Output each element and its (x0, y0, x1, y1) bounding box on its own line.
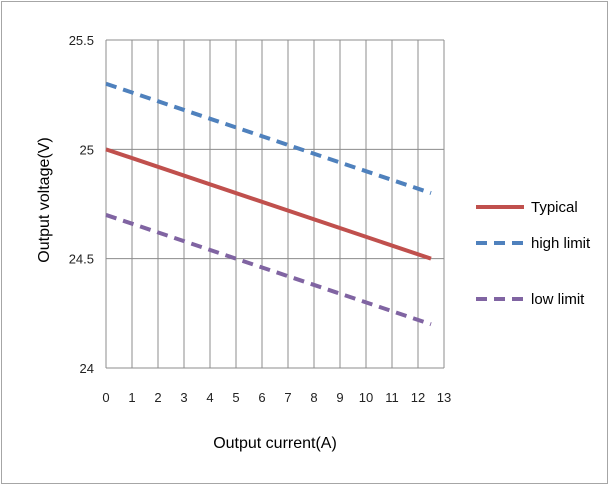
series-line-high-limit (105, 81, 432, 195)
x-tick-label: 12 (411, 390, 425, 405)
x-tick-label: 10 (359, 390, 373, 405)
x-tick-labels: 0 1 2 3 4 5 6 7 8 9 10 11 12 13 (102, 390, 451, 405)
horizontal-gridlines (106, 39, 444, 369)
x-tick-label: 11 (385, 390, 399, 405)
x-tick-label: 6 (258, 390, 265, 405)
legend-label-low-limit: low limit (531, 291, 585, 308)
x-tick-label: 7 (284, 390, 291, 405)
x-tick-label: 13 (437, 390, 451, 405)
x-tick-label: 2 (154, 390, 161, 405)
x-tick-label: 0 (102, 390, 109, 405)
x-tick-label: 8 (310, 390, 317, 405)
x-tick-label: 9 (336, 390, 343, 405)
plot-area (106, 40, 444, 368)
y-tick-label: 25 (80, 142, 94, 157)
x-tick-label: 3 (180, 390, 187, 405)
series-line-low-limit (105, 213, 432, 327)
y-tick-labels: 24 24.5 25 25.5 (69, 33, 94, 376)
x-tick-label: 5 (232, 390, 239, 405)
x-tick-label: 1 (128, 390, 135, 405)
y-tick-label: 24.5 (69, 252, 94, 267)
x-tick-label: 4 (206, 390, 213, 405)
y-axis-title: Output voltage(V) (36, 137, 53, 262)
series-lines (105, 81, 432, 327)
legend: Typical high limit low limit (476, 199, 591, 308)
y-tick-label: 24 (80, 361, 94, 376)
vertical-gridlines (105, 40, 445, 368)
series-line-typical (105, 147, 432, 261)
legend-label-high-limit: high limit (531, 235, 591, 252)
y-tick-label: 25.5 (69, 33, 94, 48)
x-axis-title: Output current(A) (213, 435, 337, 452)
legend-label-typical: Typical (531, 199, 578, 216)
